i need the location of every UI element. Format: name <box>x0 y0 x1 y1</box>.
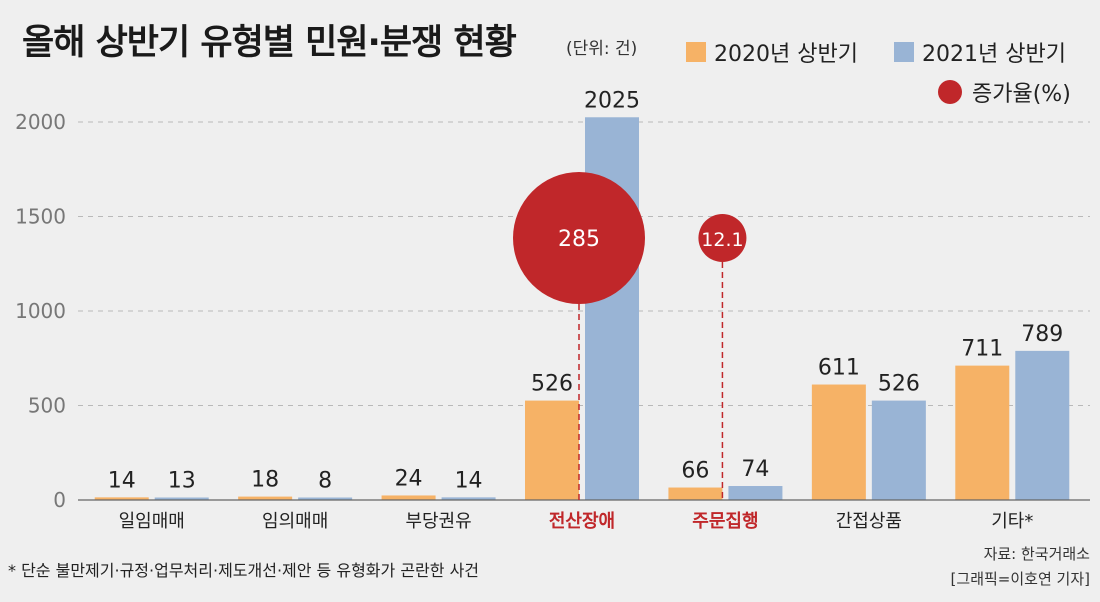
y-tick-label: 2000 <box>15 110 66 134</box>
rate-bubble <box>513 172 645 304</box>
x-tick-label: 임의매매 <box>262 511 328 532</box>
x-tick-label: 일임매매 <box>119 511 185 532</box>
legend-series1-label: 2020년 상반기 <box>714 42 858 67</box>
rate-label: 12.1 <box>701 229 743 251</box>
bar-value-label: 24 <box>395 466 423 491</box>
bar-value-label: 14 <box>455 468 483 493</box>
legend-series1-swatch <box>686 42 706 62</box>
bar-value-label: 18 <box>251 468 279 493</box>
rate-bubble <box>698 214 747 262</box>
bar-2021 <box>154 497 209 500</box>
y-tick-label: 1500 <box>15 205 66 229</box>
bar-value-label: 526 <box>878 372 920 397</box>
bar-value-label: 8 <box>318 469 332 494</box>
bar-value-label: 13 <box>168 469 196 494</box>
y-tick-label: 500 <box>28 394 66 418</box>
x-tick-label: 기타* <box>991 511 1033 532</box>
bar-value-label: 66 <box>681 459 709 484</box>
bar-2020 <box>525 400 579 500</box>
x-tick-label: 간접상품 <box>836 511 902 532</box>
x-tick-label: 전산장애 <box>549 511 615 532</box>
footnote: * 단순 불만제기·규정·업무처리·제도개선·제안 등 유형화가 곤란한 사건 <box>8 561 480 580</box>
bar-value-label: 711 <box>961 337 1003 362</box>
y-tick-label: 0 <box>53 488 66 512</box>
legend-series2-swatch <box>894 42 914 62</box>
bar-value-label: 526 <box>531 372 573 397</box>
legend-rate-label: 증가율(%) <box>972 82 1071 107</box>
bar-value-label: 14 <box>108 468 136 493</box>
bar-2021 <box>298 497 353 500</box>
rate-label: 285 <box>558 227 600 252</box>
bar-2020 <box>668 487 723 500</box>
x-tick-label: 주문집행 <box>692 511 758 532</box>
bar-2020 <box>381 495 436 500</box>
legend-series2: 2021년 상반기 <box>894 36 1066 68</box>
bar-2021 <box>441 497 496 500</box>
x-tick-label: 부당권유 <box>405 511 471 532</box>
legend-series1: 2020년 상반기 <box>686 36 858 68</box>
legend-rate: 증가율(%) <box>938 76 1071 108</box>
y-tick-label: 1000 <box>15 299 66 323</box>
bar-value-label: 789 <box>1021 322 1063 347</box>
legend-rate-dot <box>938 80 962 104</box>
graphic-credit: [그래픽=이호연 기자] <box>950 570 1090 588</box>
bar-value-label: 2025 <box>584 88 640 113</box>
bar-2021 <box>871 400 926 500</box>
bar-value-label: 74 <box>741 457 769 482</box>
chart-title: 올해 상반기 유형별 민원·분쟁 현황 <box>22 23 517 63</box>
bar-2020 <box>955 365 1010 500</box>
bar-2021 <box>728 486 783 500</box>
source-note: 자료: 한국거래소 <box>983 545 1090 563</box>
unit-label: (단위: 건) <box>566 39 638 59</box>
legend-series2-label: 2021년 상반기 <box>922 42 1066 67</box>
bar-2020 <box>94 497 149 500</box>
bar-2021 <box>1015 350 1070 500</box>
bar-2020 <box>811 384 866 500</box>
bar-2020 <box>238 496 293 500</box>
bar-value-label: 611 <box>818 356 860 381</box>
